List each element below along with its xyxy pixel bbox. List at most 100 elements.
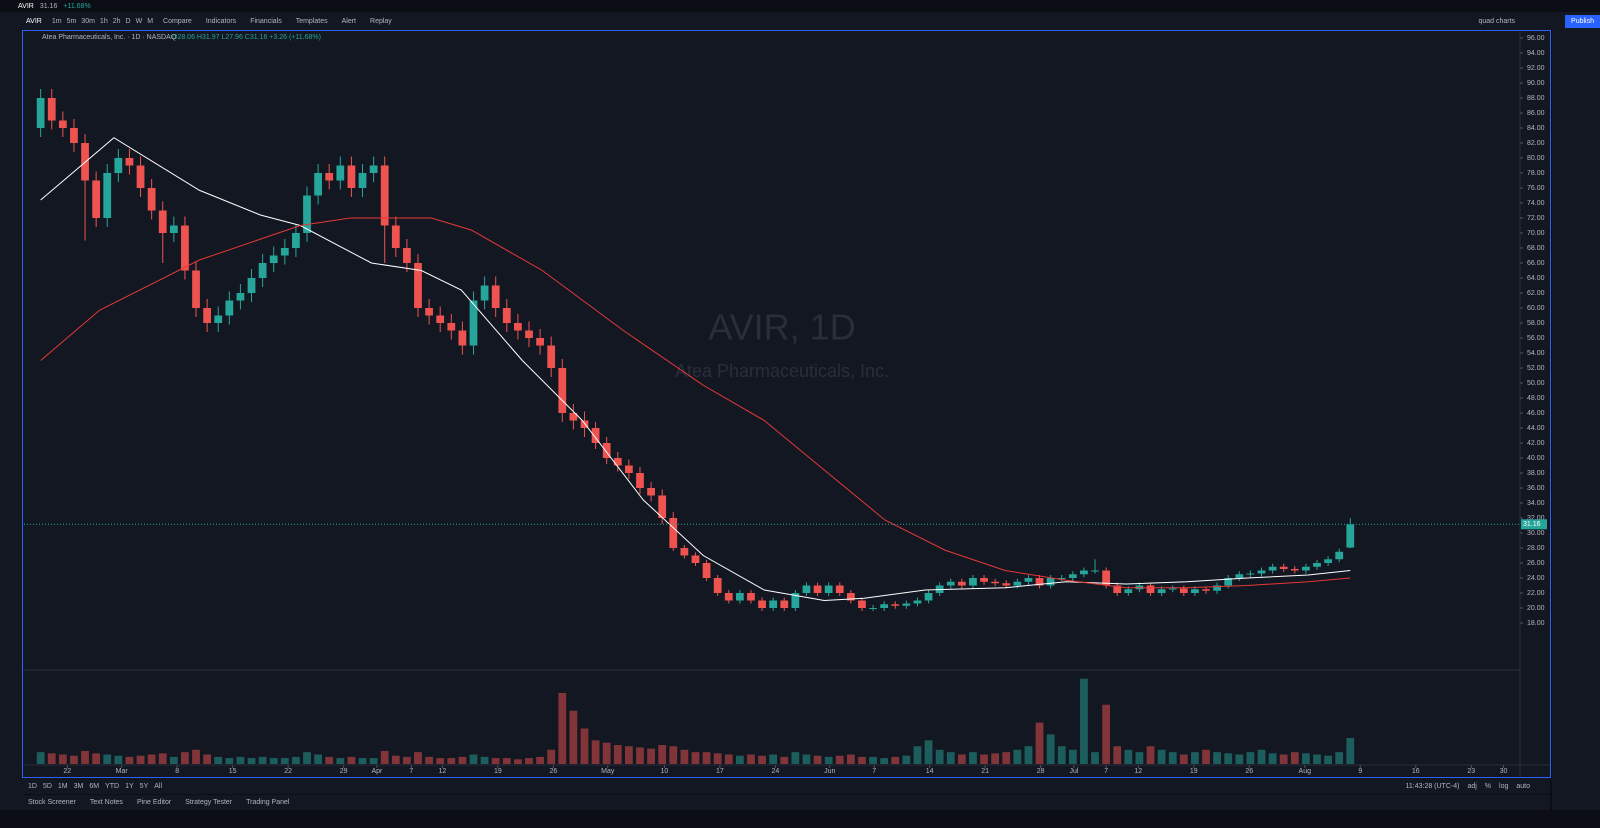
candle-body [114, 158, 123, 173]
tab-symbol[interactable]: AVIR [18, 2, 34, 10]
candle-body [691, 555, 700, 563]
y-tick-label: 30.00 [1527, 530, 1545, 537]
candle-body [1290, 569, 1299, 571]
candle-body [147, 188, 156, 211]
volume-bar [1346, 737, 1355, 764]
y-tick-label: 50.00 [1527, 380, 1545, 387]
range-button[interactable]: 6M [89, 782, 100, 790]
y-tick-label: 96.00 [1527, 35, 1545, 42]
candle-body [358, 173, 367, 188]
volume-bar [613, 745, 622, 764]
y-tick-label: 78.00 [1527, 170, 1545, 177]
candle-body [380, 165, 389, 226]
panel-tab[interactable]: Strategy Tester [185, 799, 233, 806]
scale-option[interactable]: log [1499, 782, 1509, 790]
x-tick-label: 12 [1134, 768, 1142, 775]
volume-bar [680, 749, 689, 764]
panel-tab[interactable]: Stock Screener [28, 799, 76, 806]
volume-bar [880, 758, 889, 764]
y-tick-label: 22.00 [1527, 590, 1545, 597]
range-button[interactable]: 5Y [139, 782, 149, 790]
interval-button[interactable]: D [125, 17, 131, 25]
candle-body [802, 585, 811, 593]
y-tick-label: 42.00 [1527, 440, 1545, 447]
candle-body [724, 593, 733, 601]
toolbar-button[interactable]: Templates [295, 17, 328, 25]
candle-body [1235, 574, 1244, 578]
candle-body [225, 300, 234, 316]
interval-button[interactable]: 1m [51, 17, 62, 25]
volume-bar [991, 753, 1000, 764]
range-button[interactable]: All [154, 782, 163, 790]
panel-tab[interactable]: Pine Editor [136, 799, 172, 806]
candle-body [602, 443, 611, 458]
interval-button[interactable]: 2h [112, 17, 121, 25]
volume-bar [702, 752, 711, 764]
volume-bar [502, 758, 511, 764]
range-button[interactable]: YTD [105, 782, 120, 790]
volume-bar [81, 750, 89, 764]
volume-bar [835, 755, 844, 764]
range-button[interactable]: 1M [57, 782, 68, 790]
candle-body [314, 173, 323, 196]
y-tick-label: 26.00 [1527, 560, 1545, 567]
candle-body [1124, 589, 1133, 593]
range-button[interactable]: 3M [73, 782, 84, 790]
candle-body [70, 128, 78, 143]
candle-body [547, 345, 556, 368]
candle-body [1113, 585, 1122, 593]
panel-tab[interactable]: Text Notes [89, 799, 123, 806]
scale-option[interactable]: adj [1467, 782, 1477, 790]
range-button[interactable]: 1D [28, 782, 37, 790]
candle-body [591, 428, 600, 443]
candle-body [103, 173, 112, 218]
y-tick-label: 92.00 [1527, 65, 1545, 72]
interval-button[interactable]: W [135, 17, 143, 25]
symbol-search[interactable]: AVIR [26, 17, 42, 25]
toolbar-button[interactable]: Alert [341, 17, 357, 25]
volume-bar [203, 754, 212, 764]
volume-bar [558, 692, 567, 764]
volume-bar [436, 758, 445, 764]
candle-body [1257, 570, 1266, 574]
candle-body [1335, 551, 1344, 560]
volume-bar [280, 758, 289, 764]
volume-bar [913, 746, 922, 764]
volume-bar [380, 750, 389, 764]
watermark-symbol: AVIR, 1D [708, 307, 855, 348]
candle-body [1179, 588, 1188, 593]
toolbar-button[interactable]: Financials [250, 17, 282, 25]
interval-button[interactable]: 5m [66, 17, 77, 25]
toolbar-button[interactable]: Indicators [205, 17, 237, 25]
candle-body [1346, 524, 1355, 548]
candle-body [1013, 581, 1022, 586]
scale-option[interactable]: % [1484, 782, 1492, 790]
interval-button[interactable]: 30m [81, 17, 95, 25]
range-button[interactable]: 5D [42, 782, 52, 790]
volume-bar [624, 746, 633, 764]
panel-tab[interactable]: Trading Panel [246, 799, 290, 806]
volume-bar [292, 756, 300, 764]
publish-button[interactable]: Publish [1565, 14, 1600, 28]
volume-bar [1157, 749, 1166, 764]
moving-average [40, 137, 1351, 602]
interval-button[interactable]: 1h [99, 17, 108, 25]
candle-body [92, 180, 101, 218]
candle-body [846, 593, 855, 601]
last-price-box [1521, 519, 1547, 530]
layout-menu[interactable]: quad charts [1478, 17, 1516, 25]
volume-bar [391, 755, 400, 764]
x-tick-label: Mar [116, 768, 129, 775]
toolbar-button[interactable]: Replay [370, 17, 392, 25]
range-button[interactable]: 1Y [125, 782, 134, 790]
interval-button[interactable]: M [147, 17, 154, 25]
candle-body [858, 600, 866, 608]
toolbar-button[interactable]: Compare [163, 17, 192, 25]
chart-frame [22, 30, 1551, 778]
x-tick-label: 8 [175, 768, 179, 775]
scale-option[interactable]: auto [1516, 782, 1530, 790]
candle-body [214, 315, 223, 323]
volume-bar [846, 754, 855, 764]
chart: AVIR, 1D Atea Pharmaceuticals, Inc. Atea… [22, 30, 1551, 778]
volume-bar [547, 749, 556, 764]
